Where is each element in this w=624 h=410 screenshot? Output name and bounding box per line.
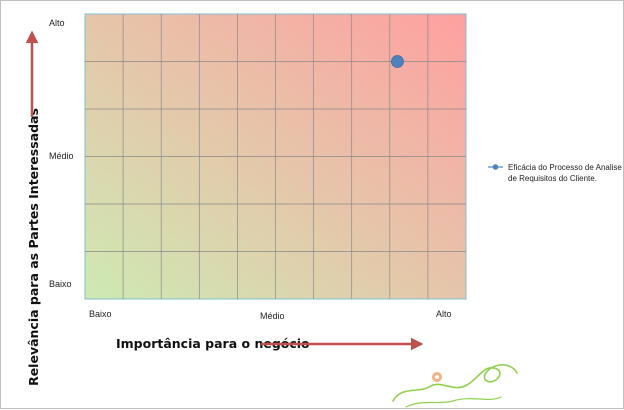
y-axis-title: Relevância para as Partes Interessadas	[26, 108, 41, 386]
vine-decoration-icon	[392, 364, 518, 408]
data-point	[391, 55, 404, 68]
legend: Eficácia do Processo de Analise de Requi…	[488, 163, 622, 183]
x-tick-label: Médio	[260, 311, 285, 321]
x-axis-title: Importância para o negócio	[116, 336, 310, 351]
x-tick-label: Alto	[436, 309, 452, 319]
x-tick-label: Baixo	[89, 309, 112, 319]
grid-lines	[85, 14, 466, 299]
data-points	[391, 55, 404, 68]
legend-label-line-2: de Requisitos do Cliente.	[508, 174, 597, 183]
legend-marker	[492, 164, 499, 170]
y-tick-label: Médio	[49, 151, 74, 161]
legend-label-line-1: Eficácia do Processo de Analise	[508, 163, 622, 172]
y-tick-label: Alto	[49, 18, 65, 28]
y-tick-label: Baixo	[49, 279, 72, 289]
